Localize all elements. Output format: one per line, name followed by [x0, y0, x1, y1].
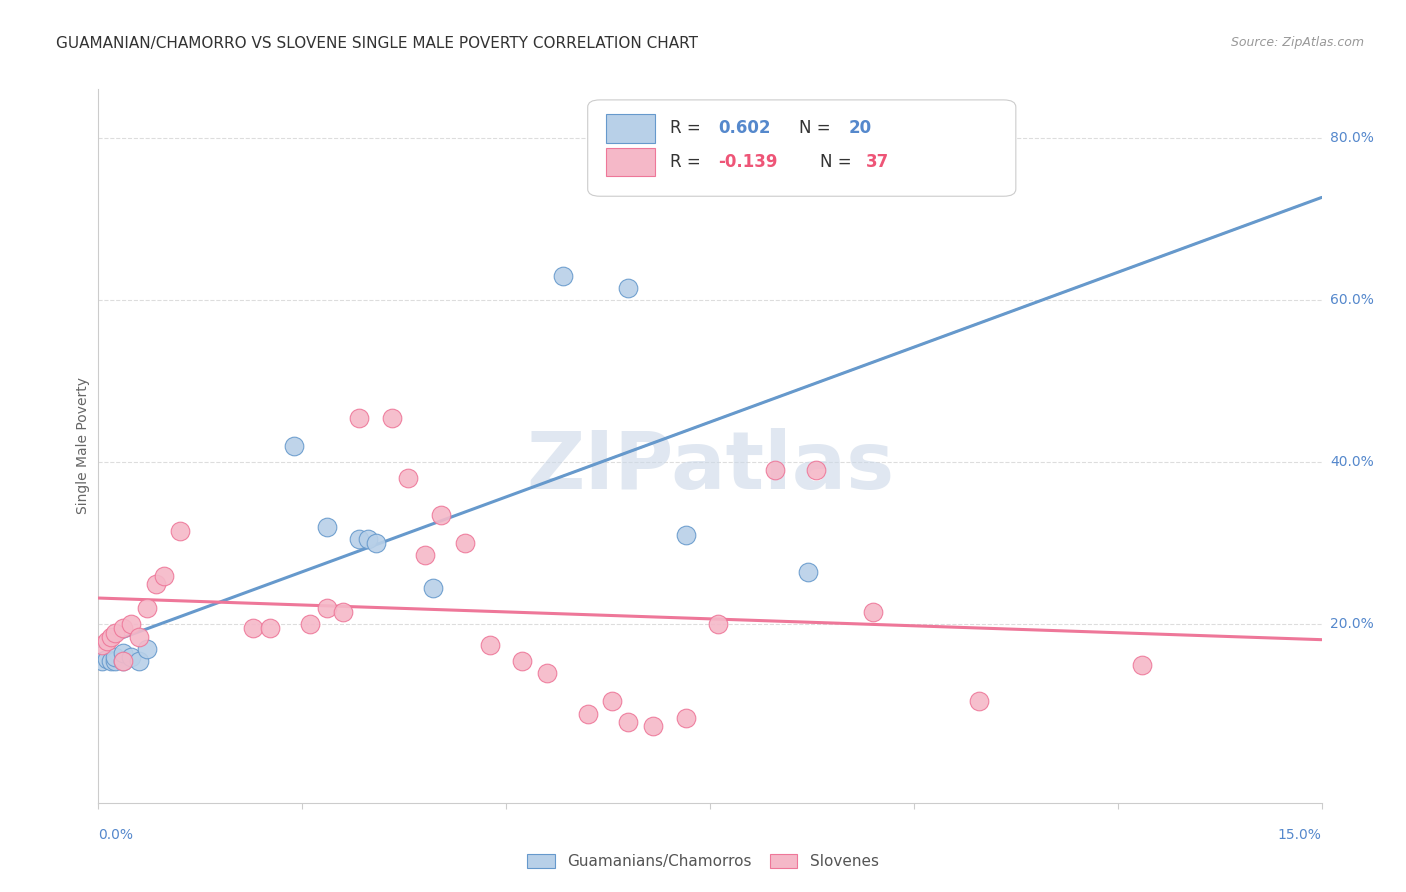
Text: ZIPatlas: ZIPatlas [526, 428, 894, 507]
Y-axis label: Single Male Poverty: Single Male Poverty [76, 377, 90, 515]
FancyBboxPatch shape [588, 100, 1015, 196]
Text: 0.602: 0.602 [718, 120, 770, 137]
Point [100, 654, 122, 668]
Text: 15.0%: 15.0% [1278, 828, 1322, 842]
Text: Source: ZipAtlas.com: Source: ZipAtlas.com [1230, 36, 1364, 49]
Point [600, 694, 623, 708]
Point [104, 654, 127, 668]
Text: 40.0%: 40.0% [1330, 455, 1374, 469]
Text: 37: 37 [865, 153, 889, 171]
Text: 80.0%: 80.0% [1330, 131, 1374, 145]
Point [315, 520, 337, 534]
Point [381, 410, 404, 425]
Point [675, 528, 697, 542]
Point [136, 641, 159, 656]
Point [617, 714, 640, 729]
Text: -0.139: -0.139 [718, 153, 778, 171]
Point [349, 410, 371, 425]
Point [332, 605, 354, 619]
Text: R =: R = [669, 120, 706, 137]
Text: N =: N = [800, 120, 837, 137]
Point [454, 536, 477, 550]
Point [104, 625, 127, 640]
Legend: Guamanians/Chamorros, Slovenes: Guamanians/Chamorros, Slovenes [522, 848, 884, 875]
Point [797, 565, 820, 579]
Text: 60.0%: 60.0% [1330, 293, 1374, 307]
Point [413, 549, 436, 563]
Point [315, 601, 337, 615]
Point [91, 638, 114, 652]
Point [430, 508, 453, 522]
Point [111, 646, 134, 660]
Point [422, 581, 444, 595]
Point [804, 463, 827, 477]
Point [576, 706, 599, 721]
Point [242, 622, 264, 636]
Point [617, 281, 640, 295]
FancyBboxPatch shape [606, 114, 655, 143]
Point [120, 617, 142, 632]
Point [675, 711, 697, 725]
Point [536, 666, 558, 681]
Point [91, 654, 114, 668]
Point [120, 649, 142, 664]
Point [364, 536, 387, 550]
Text: 20: 20 [848, 120, 872, 137]
Point [478, 638, 501, 652]
Text: N =: N = [820, 153, 858, 171]
Point [169, 524, 191, 538]
Point [299, 617, 322, 632]
Point [111, 654, 134, 668]
Point [356, 533, 378, 547]
Point [136, 601, 159, 615]
Point [396, 471, 419, 485]
Point [259, 622, 281, 636]
Text: 0.0%: 0.0% [98, 828, 134, 842]
Point [152, 568, 174, 582]
Point [96, 652, 118, 666]
Point [100, 630, 122, 644]
Point [128, 654, 150, 668]
Point [96, 633, 118, 648]
Point [1130, 657, 1153, 672]
Point [967, 694, 990, 708]
Text: R =: R = [669, 153, 706, 171]
FancyBboxPatch shape [606, 148, 655, 177]
Point [111, 654, 134, 668]
Point [283, 439, 305, 453]
Text: 20.0%: 20.0% [1330, 617, 1374, 632]
Text: GUAMANIAN/CHAMORRO VS SLOVENE SINGLE MALE POVERTY CORRELATION CHART: GUAMANIAN/CHAMORRO VS SLOVENE SINGLE MAL… [56, 36, 699, 51]
Point [349, 533, 371, 547]
Point [707, 617, 730, 632]
Point [145, 577, 167, 591]
Point [128, 630, 150, 644]
Point [763, 463, 786, 477]
Point [641, 719, 664, 733]
Point [512, 654, 534, 668]
Point [553, 268, 575, 283]
Point [104, 649, 127, 664]
Point [111, 622, 134, 636]
Point [862, 605, 884, 619]
